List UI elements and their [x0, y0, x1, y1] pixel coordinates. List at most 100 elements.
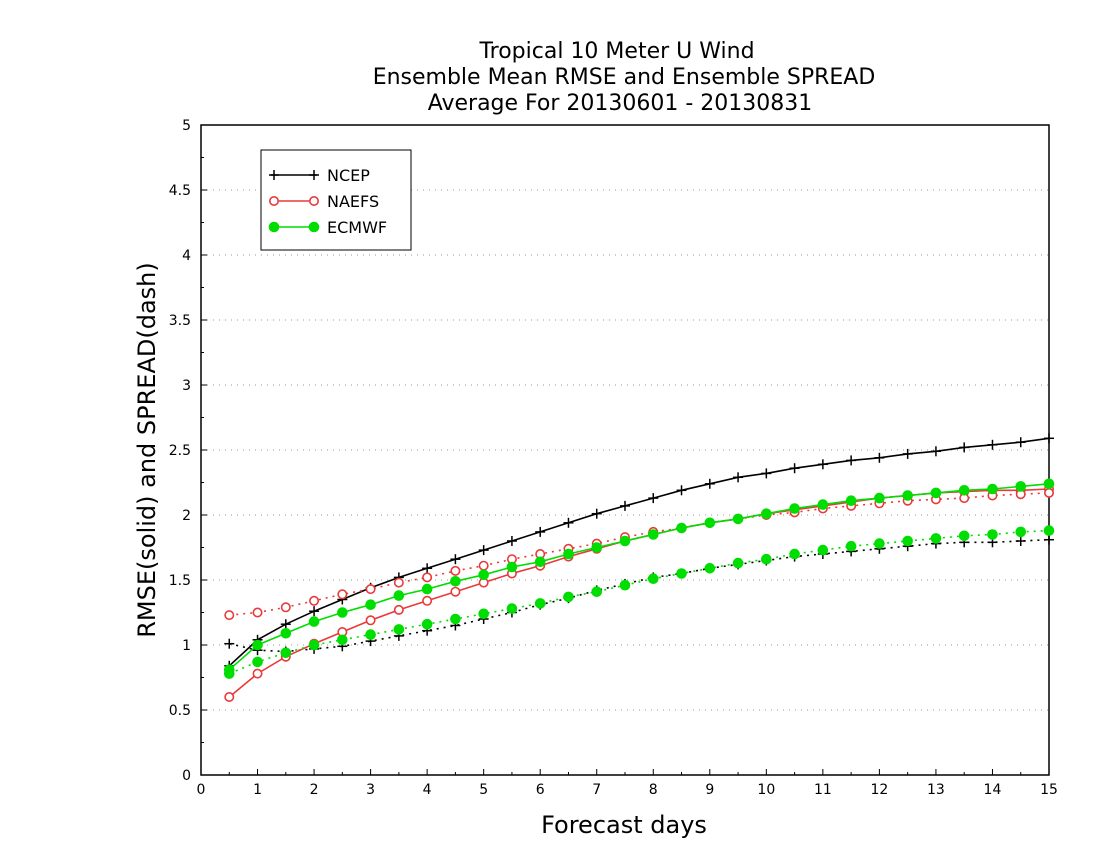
- legend: NCEP NAEFS ECMWF: [260, 149, 412, 251]
- x-axis-label: Forecast days: [541, 811, 707, 839]
- point-ncep-rmse-8: [450, 554, 461, 565]
- line-ecmwf-rmse: [228, 483, 1050, 671]
- point-ecmwf-rmse-7: [421, 583, 433, 595]
- legend-marker-right-ecmwf: [308, 221, 320, 233]
- point-ecmwf-rmse-11: [534, 556, 546, 568]
- point-naefs-spread-9: [478, 560, 489, 571]
- x-tick-label-1: 1: [253, 782, 262, 798]
- point-ncep-rmse-24: [902, 448, 913, 459]
- point-naefs-spread-2: [280, 602, 291, 613]
- y-tick-label-6: 3: [182, 378, 191, 394]
- y-tick-label-7: 3.5: [169, 313, 191, 329]
- chart-title-line-1: Tropical 10 Meter U Wind: [478, 39, 754, 64]
- point-ncep-rmse-26: [959, 442, 970, 453]
- line-naefs-rmse: [228, 488, 1050, 698]
- point-naefs-spread-7: [422, 572, 433, 583]
- point-ncep-rmse-13: [591, 508, 602, 519]
- point-ncep-rmse-21: [817, 459, 828, 470]
- legend-marker-left-ncep: [269, 170, 279, 180]
- point-ecmwf-rmse-5: [365, 599, 376, 611]
- point-ecmwf-spread-21: [817, 544, 829, 556]
- point-ecmwf-rmse-24: [902, 490, 913, 501]
- point-ncep-spread-0: [224, 638, 235, 649]
- point-ecmwf-spread-16: [676, 568, 687, 579]
- point-ncep-rmse-11: [535, 526, 546, 537]
- x-tick-label-3: 3: [366, 782, 375, 798]
- point-ecmwf-spread-6: [393, 624, 405, 635]
- x-tick-label-13: 13: [927, 782, 945, 798]
- line-naefs-spread: [229, 492, 1050, 616]
- point-ecmwf-spread-3: [308, 639, 320, 651]
- point-naefs-rmse-5: [365, 615, 376, 626]
- legend-marker-left-naefs: [268, 196, 279, 207]
- point-ncep-rmse-20: [789, 463, 800, 474]
- point-ecmwf-rmse-27: [987, 483, 998, 495]
- line-ncep-rmse: [228, 437, 1050, 667]
- point-ecmwf-rmse-26: [958, 485, 970, 496]
- point-ecmwf-spread-8: [450, 613, 461, 625]
- point-ncep-rmse-23: [874, 452, 885, 463]
- point-ecmwf-rmse-29: [1043, 478, 1055, 490]
- point-ecmwf-rmse-13: [591, 542, 603, 553]
- point-ecmwf-rmse-14: [619, 535, 631, 547]
- point-ecmwf-spread-24: [902, 535, 913, 547]
- point-ncep-rmse-2: [280, 619, 291, 630]
- point-naefs-spread-6: [393, 577, 404, 588]
- point-ecmwf-rmse-18: [732, 513, 744, 525]
- x-tick-label-5: 5: [479, 782, 488, 798]
- legend-marker-right-ncep: [309, 170, 319, 180]
- point-ecmwf-spread-4: [337, 634, 348, 646]
- y-axis-label: RMSE(solid) and SPREAD(dash): [133, 262, 161, 638]
- point-ecmwf-spread-9: [478, 608, 489, 620]
- point-ecmwf-rmse-21: [817, 499, 829, 510]
- x-tick-label-11: 11: [814, 782, 832, 798]
- point-ecmwf-rmse-15: [647, 529, 659, 540]
- point-ecmwf-spread-17: [704, 563, 716, 574]
- x-tick-label-0: 0: [197, 782, 206, 798]
- x-tick-label-7: 7: [592, 782, 601, 798]
- legend-marker-left-ecmwf: [268, 221, 280, 233]
- point-ncep-rmse-9: [478, 545, 489, 556]
- point-ncep-spread-29: [1044, 534, 1054, 545]
- legend-label-ncep: NCEP: [327, 166, 370, 185]
- point-ecmwf-spread-10: [506, 603, 518, 614]
- y-tick-label-4: 2: [182, 508, 191, 524]
- x-tick-label-6: 6: [536, 782, 545, 798]
- series-ncep: [224, 433, 1054, 671]
- x-tick-label-2: 2: [310, 782, 319, 798]
- point-ecmwf-rmse-6: [393, 590, 405, 601]
- point-ecmwf-spread-20: [789, 548, 800, 560]
- point-ecmwf-rmse-23: [874, 492, 885, 504]
- point-ncep-rmse-28: [1015, 437, 1026, 448]
- point-ecmwf-spread-27: [987, 529, 998, 540]
- series-group: [223, 433, 1055, 702]
- point-ncep-rmse-14: [620, 500, 630, 511]
- point-naefs-spread-4: [337, 589, 348, 600]
- legend-box: [260, 149, 412, 251]
- point-ecmwf-spread-19: [761, 553, 772, 565]
- point-ecmwf-rmse-20: [789, 503, 800, 514]
- point-naefs-rmse-8: [450, 586, 461, 597]
- point-ecmwf-rmse-9: [478, 569, 489, 581]
- x-tick-label-14: 14: [984, 782, 1002, 798]
- y-tick-label-3: 1.5: [169, 573, 191, 589]
- point-ecmwf-rmse-4: [337, 607, 348, 618]
- point-ecmwf-spread-1: [252, 656, 263, 668]
- point-ecmwf-spread-23: [874, 538, 885, 549]
- y-tick-label-1: 0.5: [169, 703, 191, 719]
- point-ecmwf-rmse-16: [676, 522, 687, 534]
- point-naefs-spread-29: [1044, 487, 1055, 498]
- point-ecmwf-spread-12: [563, 591, 574, 603]
- point-ecmwf-rmse-2: [280, 628, 292, 639]
- point-ncep-rmse-17: [704, 478, 715, 489]
- point-ecmwf-rmse-17: [704, 517, 716, 529]
- point-ecmwf-spread-26: [958, 530, 970, 542]
- point-naefs-rmse-6: [393, 604, 404, 615]
- y-tick-label-5: 2.5: [169, 443, 191, 459]
- y-tick-label-9: 4.5: [169, 183, 191, 199]
- point-ncep-rmse-16: [676, 485, 687, 496]
- point-ecmwf-spread-2: [280, 647, 292, 659]
- point-naefs-rmse-1: [252, 668, 263, 679]
- line-ecmwf-spread: [228, 529, 1050, 675]
- point-ecmwf-rmse-10: [506, 561, 518, 573]
